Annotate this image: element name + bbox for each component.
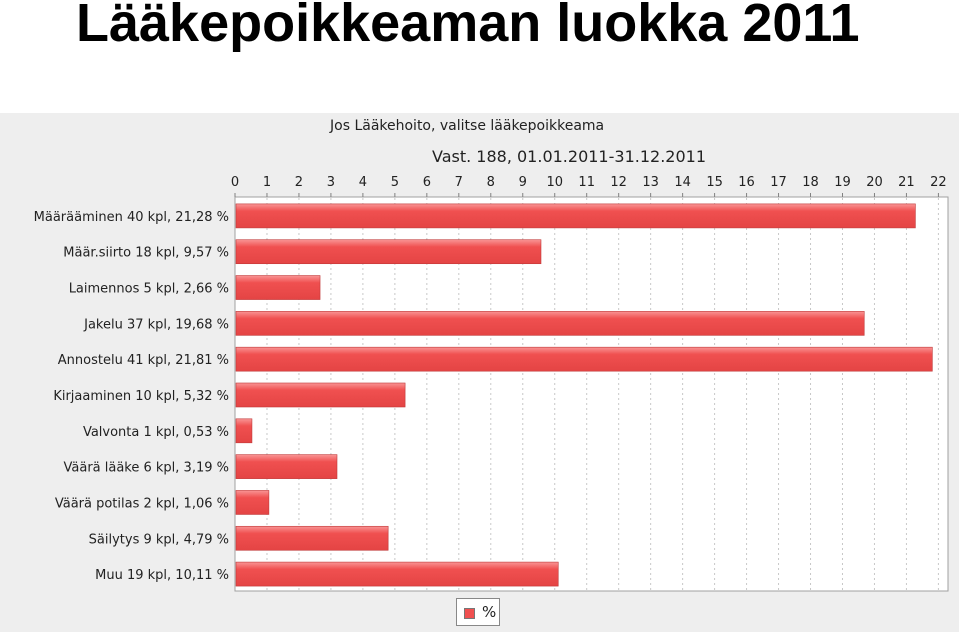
category-labels: Määrääminen 40 kpl, 21,28 % Määr.siirto 1…: [34, 210, 229, 583]
x-tick-label: 8: [487, 175, 495, 190]
x-tick-label: 16: [738, 175, 755, 190]
x-tick-label: 13: [642, 175, 659, 190]
x-tick-label: 14: [674, 175, 691, 190]
category-label: Muu 19 kpl, 10,11 %: [95, 568, 229, 583]
x-tick-label: 0: [231, 175, 239, 190]
x-tick-label: 2: [295, 175, 303, 190]
category-label: Annostelu 41 kpl, 21,81 %: [58, 353, 229, 368]
legend-label: %: [482, 603, 497, 621]
category-label: Väärä potilas 2 kpl, 1,06 %: [55, 496, 229, 511]
x-tick-label: 9: [519, 175, 527, 190]
x-tick-label: 21: [898, 175, 915, 190]
x-tick-label: 3: [327, 175, 335, 190]
bar: [235, 454, 338, 479]
category-label: Väärä lääke 6 kpl, 3,19 %: [64, 461, 230, 476]
bar: [235, 346, 933, 372]
bars: [235, 203, 933, 587]
bar: [235, 239, 542, 265]
bar: [235, 561, 559, 587]
x-tick-label: 12: [610, 175, 627, 190]
x-tick-label: 4: [359, 175, 367, 190]
category-label: Laimennos 5 kpl, 2,66 %: [69, 282, 229, 297]
x-tick-label: 5: [391, 175, 399, 190]
x-tick-label: 1: [263, 175, 271, 190]
x-tick-label: 17: [770, 175, 787, 190]
slide-title: Lääkepoikkeaman luokka 2011: [76, 0, 860, 53]
x-tick-label: 18: [802, 175, 819, 190]
bar: [235, 382, 406, 408]
legend-swatch: [464, 608, 475, 619]
x-tick-label: 10: [546, 175, 563, 190]
x-tick-label: 11: [578, 175, 595, 190]
category-label: Säilytys 9 kpl, 4,79 %: [89, 532, 229, 547]
bar: [235, 418, 253, 444]
chart-title: Jos Lääkehoito, valitse lääkepoikkeama: [330, 118, 605, 134]
x-tick-label: 19: [834, 175, 851, 190]
x-tick-label: 20: [866, 175, 883, 190]
x-axis-ticks: 0 1 2 3 4 5 6 7 8 9 10 11 12 13 14 15 16 17 18 19 20 21 22: [231, 175, 947, 197]
category-label: Valvonta 1 kpl, 0,53 %: [83, 425, 229, 440]
category-label: Määrääminen 40 kpl, 21,28 %: [34, 210, 229, 225]
legend: %: [456, 598, 500, 626]
x-tick-label: 22: [930, 175, 947, 190]
category-label: Jakelu 37 kpl, 19,68 %: [83, 317, 229, 332]
chart-subtitle: Vast. 188, 01.01.2011-31.12.2011: [432, 147, 706, 166]
bar: [235, 490, 270, 515]
x-tick-label: 15: [706, 175, 723, 190]
bar: [235, 203, 916, 229]
x-tick-label: 7: [455, 175, 463, 190]
bar: [235, 525, 389, 551]
x-tick-label: 6: [423, 175, 431, 190]
category-label: Määr.siirto 18 kpl, 9,57 %: [63, 246, 229, 261]
category-label: Kirjaaminen 10 kpl, 5,32 %: [53, 389, 229, 404]
bar: [235, 311, 865, 336]
bar: [235, 275, 321, 300]
